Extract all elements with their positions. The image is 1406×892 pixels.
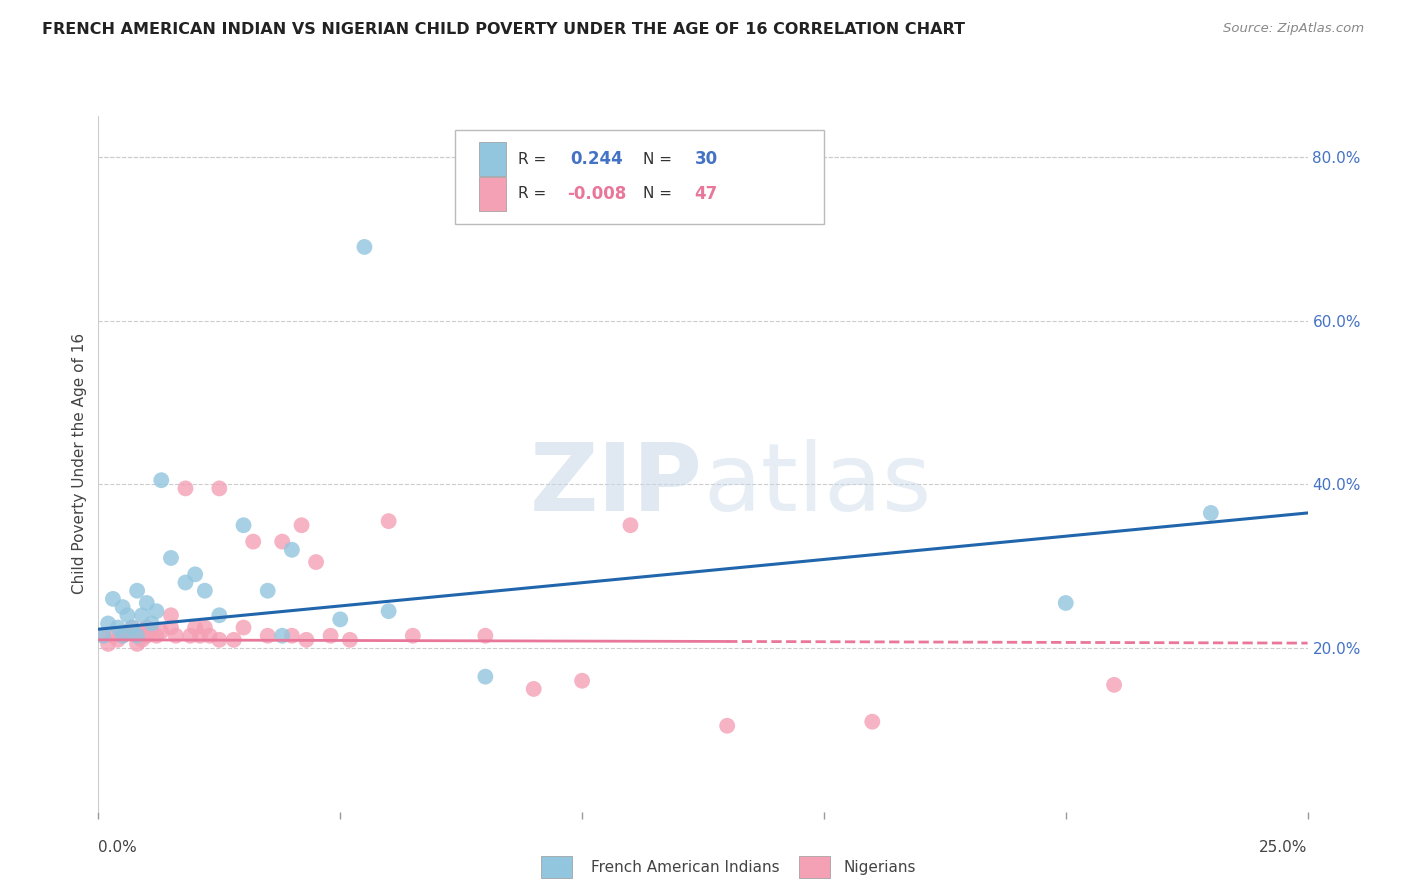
Text: N =: N = (643, 186, 676, 202)
Point (111, 600, 134, 615)
Point (290, 518, 312, 533)
Point (165, 629, 187, 643)
Point (97, 637, 120, 651)
Point (91, 629, 114, 643)
Point (1199, 506, 1222, 520)
Point (232, 518, 254, 533)
Point (319, 629, 342, 643)
Y-axis label: Child Poverty Under the Age of 16: Child Poverty Under the Age of 16 (72, 334, 87, 594)
Point (127, 629, 149, 643)
Point (474, 670, 496, 684)
Point (377, 514, 399, 528)
Text: 0.244: 0.244 (569, 150, 623, 168)
Point (111, 629, 134, 643)
Point (523, 681, 546, 696)
Point (107, 632, 129, 647)
Text: 47: 47 (695, 185, 718, 202)
Point (329, 612, 352, 626)
Point (295, 632, 318, 647)
Point (256, 629, 278, 643)
Point (1102, 678, 1125, 692)
Text: French American Indians: French American Indians (591, 860, 779, 874)
Text: R =: R = (517, 152, 551, 167)
Point (232, 621, 254, 635)
Text: 25.0%: 25.0% (1260, 839, 1308, 855)
Point (131, 632, 153, 647)
Text: FRENCH AMERICAN INDIAN VS NIGERIAN CHILD POVERTY UNDER THE AGE OF 16 CORRELATION: FRENCH AMERICAN INDIAN VS NIGERIAN CHILD… (42, 22, 965, 37)
Point (571, 673, 593, 688)
Point (198, 629, 221, 643)
Point (339, 632, 361, 647)
Point (121, 621, 143, 635)
Point (145, 604, 167, 618)
Point (160, 608, 183, 623)
Point (127, 637, 149, 651)
Text: 0.0%: 0.0% (98, 839, 138, 855)
Point (121, 621, 143, 635)
Point (160, 551, 183, 566)
Point (242, 534, 264, 549)
Text: -0.008: -0.008 (568, 185, 627, 202)
Text: N =: N = (643, 152, 676, 167)
Point (281, 629, 304, 643)
Point (208, 632, 231, 647)
Point (184, 567, 207, 582)
Point (135, 629, 157, 643)
Point (208, 482, 231, 496)
Text: R =: R = (517, 186, 551, 202)
Point (107, 621, 129, 635)
Point (222, 632, 245, 647)
Point (135, 621, 157, 635)
Point (474, 629, 496, 643)
Point (127, 629, 149, 643)
Point (117, 608, 139, 623)
Point (377, 604, 399, 618)
Point (174, 575, 197, 590)
Point (131, 608, 153, 623)
Text: Source: ZipAtlas.com: Source: ZipAtlas.com (1223, 22, 1364, 36)
Point (131, 624, 153, 639)
Point (184, 621, 207, 635)
Point (97, 616, 120, 631)
Point (150, 473, 173, 487)
Point (101, 591, 124, 606)
Point (174, 482, 197, 496)
Point (305, 555, 328, 569)
Point (271, 534, 294, 549)
Point (256, 583, 278, 598)
Point (145, 629, 167, 643)
FancyBboxPatch shape (456, 130, 824, 224)
Point (619, 518, 641, 533)
Point (860, 714, 883, 729)
Text: 30: 30 (695, 150, 717, 168)
Point (271, 629, 294, 643)
Point (141, 616, 163, 631)
Text: ZIP: ZIP (530, 439, 703, 531)
Point (1054, 596, 1077, 610)
Point (188, 629, 211, 643)
Point (150, 624, 173, 639)
Text: Nigerians: Nigerians (844, 860, 917, 874)
Point (716, 719, 738, 733)
Point (281, 542, 304, 557)
FancyBboxPatch shape (479, 178, 506, 211)
Point (141, 624, 163, 639)
Point (127, 583, 149, 598)
Point (179, 629, 201, 643)
Point (194, 583, 217, 598)
Point (208, 608, 231, 623)
Point (117, 624, 139, 639)
FancyBboxPatch shape (479, 143, 506, 176)
Point (111, 629, 134, 643)
Point (160, 621, 183, 635)
Text: atlas: atlas (703, 439, 931, 531)
Point (101, 629, 124, 643)
Point (194, 621, 217, 635)
Point (135, 596, 157, 610)
Point (91, 629, 114, 643)
Point (353, 240, 375, 254)
Point (402, 629, 425, 643)
